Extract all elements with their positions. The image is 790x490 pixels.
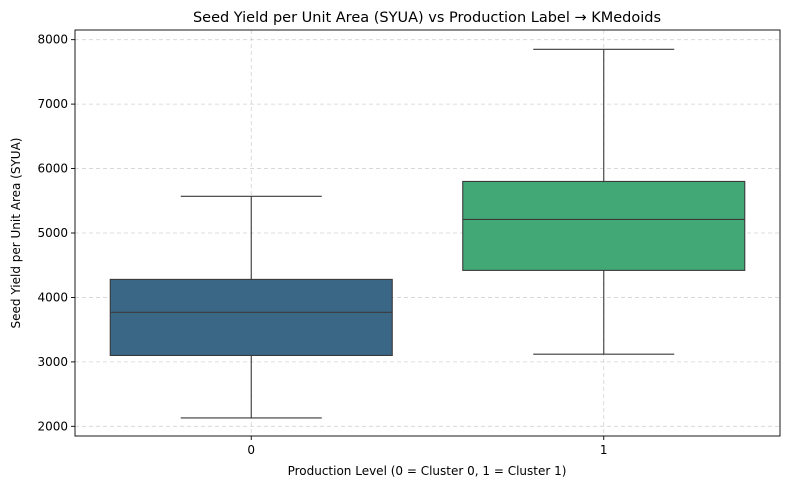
x-axis-label: Production Level (0 = Cluster 0, 1 = Clu… xyxy=(288,464,567,478)
x-tick-label: 0 xyxy=(247,443,255,457)
iqr-box xyxy=(109,278,393,356)
y-tick-label: 2000 xyxy=(37,419,68,433)
y-tick-label: 4000 xyxy=(37,290,68,304)
x-tick-label: 1 xyxy=(600,443,608,457)
y-tick-label: 3000 xyxy=(37,355,68,369)
y-tick-label: 5000 xyxy=(37,226,68,240)
box-layer xyxy=(109,48,746,419)
box-group-0 xyxy=(109,195,393,419)
box-group-1 xyxy=(462,48,746,355)
y-tick-label: 7000 xyxy=(37,97,68,111)
y-axis-label: Seed Yield per Unit Area (SYUA) xyxy=(9,138,23,329)
iqr-box xyxy=(462,180,746,271)
y-tick-label: 8000 xyxy=(37,33,68,47)
chart-title: Seed Yield per Unit Area (SYUA) vs Produ… xyxy=(193,10,661,26)
y-tick-label: 6000 xyxy=(37,162,68,176)
y-axis-ticks: 2000 3000 4000 5000 6000 7000 8000 xyxy=(37,33,75,433)
